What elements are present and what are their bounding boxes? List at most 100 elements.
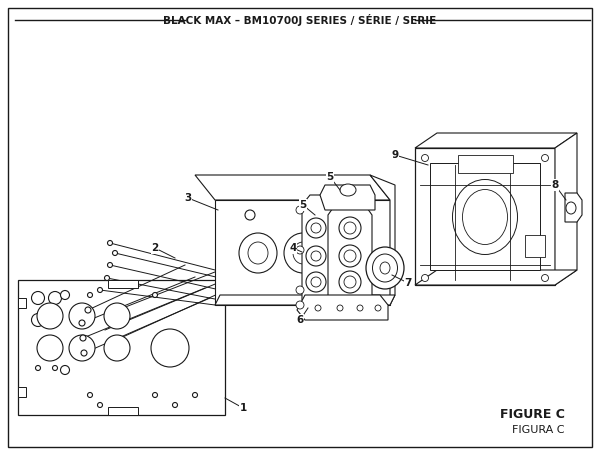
Ellipse shape bbox=[421, 155, 428, 162]
Polygon shape bbox=[18, 387, 26, 397]
Bar bbox=[525, 235, 545, 257]
Ellipse shape bbox=[375, 305, 381, 311]
Polygon shape bbox=[18, 298, 26, 308]
Ellipse shape bbox=[107, 241, 113, 246]
Ellipse shape bbox=[311, 223, 321, 233]
Text: BLACK MAX – BM10700J SERIES / SÉRIE / SERIE: BLACK MAX – BM10700J SERIES / SÉRIE / SE… bbox=[163, 14, 437, 26]
Ellipse shape bbox=[37, 303, 63, 329]
Polygon shape bbox=[415, 148, 555, 285]
Polygon shape bbox=[18, 280, 225, 415]
Polygon shape bbox=[215, 295, 395, 305]
Ellipse shape bbox=[340, 184, 356, 196]
Polygon shape bbox=[430, 163, 540, 270]
Ellipse shape bbox=[80, 335, 86, 341]
Ellipse shape bbox=[193, 393, 197, 398]
Ellipse shape bbox=[373, 254, 398, 282]
Ellipse shape bbox=[566, 202, 576, 214]
Ellipse shape bbox=[355, 210, 365, 220]
Ellipse shape bbox=[79, 320, 85, 326]
Ellipse shape bbox=[306, 246, 326, 266]
Ellipse shape bbox=[421, 274, 428, 282]
Text: 9: 9 bbox=[391, 150, 398, 160]
Ellipse shape bbox=[296, 246, 304, 254]
Text: 2: 2 bbox=[151, 243, 158, 253]
Ellipse shape bbox=[97, 288, 103, 293]
Ellipse shape bbox=[173, 403, 178, 408]
Ellipse shape bbox=[248, 242, 268, 264]
Polygon shape bbox=[565, 193, 582, 222]
Ellipse shape bbox=[239, 233, 277, 273]
Ellipse shape bbox=[104, 303, 130, 329]
Ellipse shape bbox=[69, 335, 95, 361]
Text: 3: 3 bbox=[184, 193, 191, 203]
Polygon shape bbox=[302, 195, 338, 308]
Polygon shape bbox=[195, 175, 390, 200]
Polygon shape bbox=[415, 133, 577, 148]
Ellipse shape bbox=[88, 393, 92, 398]
Ellipse shape bbox=[32, 313, 44, 327]
Polygon shape bbox=[297, 295, 388, 320]
Ellipse shape bbox=[542, 155, 548, 162]
Polygon shape bbox=[215, 200, 390, 305]
Ellipse shape bbox=[338, 242, 358, 264]
Ellipse shape bbox=[339, 217, 361, 239]
Text: 5: 5 bbox=[299, 200, 307, 210]
Ellipse shape bbox=[337, 305, 343, 311]
Ellipse shape bbox=[366, 247, 404, 289]
Ellipse shape bbox=[85, 307, 91, 313]
Ellipse shape bbox=[380, 262, 390, 274]
Ellipse shape bbox=[35, 365, 41, 370]
Text: 6: 6 bbox=[296, 315, 304, 325]
Ellipse shape bbox=[311, 277, 321, 287]
Text: 1: 1 bbox=[239, 403, 247, 413]
Ellipse shape bbox=[152, 293, 157, 298]
Text: 7: 7 bbox=[404, 278, 412, 288]
Ellipse shape bbox=[311, 251, 321, 261]
Text: FIGURE C: FIGURE C bbox=[500, 409, 565, 421]
Ellipse shape bbox=[49, 292, 62, 304]
Polygon shape bbox=[320, 185, 375, 210]
Text: FIGURA C: FIGURA C bbox=[512, 425, 565, 435]
Ellipse shape bbox=[245, 210, 255, 220]
Ellipse shape bbox=[61, 365, 70, 374]
Ellipse shape bbox=[344, 250, 356, 262]
Ellipse shape bbox=[32, 292, 44, 304]
Ellipse shape bbox=[296, 301, 304, 309]
Polygon shape bbox=[555, 133, 577, 285]
Ellipse shape bbox=[463, 189, 508, 244]
Text: 5: 5 bbox=[326, 172, 334, 182]
Ellipse shape bbox=[81, 350, 87, 356]
Ellipse shape bbox=[152, 393, 157, 398]
Ellipse shape bbox=[315, 305, 321, 311]
Text: 4: 4 bbox=[289, 243, 296, 253]
Ellipse shape bbox=[53, 365, 58, 370]
Ellipse shape bbox=[339, 245, 361, 267]
Bar bbox=[458, 155, 513, 173]
Ellipse shape bbox=[61, 290, 70, 299]
Ellipse shape bbox=[97, 403, 103, 408]
Ellipse shape bbox=[151, 329, 189, 367]
Ellipse shape bbox=[339, 271, 361, 293]
Ellipse shape bbox=[306, 272, 326, 292]
Polygon shape bbox=[415, 270, 577, 285]
Ellipse shape bbox=[344, 222, 356, 234]
Polygon shape bbox=[328, 205, 372, 305]
Ellipse shape bbox=[306, 218, 326, 238]
Ellipse shape bbox=[104, 335, 130, 361]
Ellipse shape bbox=[69, 303, 95, 329]
Ellipse shape bbox=[284, 233, 322, 273]
Ellipse shape bbox=[542, 274, 548, 282]
Ellipse shape bbox=[344, 276, 356, 288]
Ellipse shape bbox=[293, 242, 313, 264]
Ellipse shape bbox=[296, 286, 304, 294]
Polygon shape bbox=[370, 175, 395, 305]
Ellipse shape bbox=[37, 335, 63, 361]
Ellipse shape bbox=[296, 206, 304, 214]
Ellipse shape bbox=[329, 233, 367, 273]
Ellipse shape bbox=[113, 251, 118, 256]
Ellipse shape bbox=[357, 305, 363, 311]
Ellipse shape bbox=[452, 180, 517, 254]
Polygon shape bbox=[108, 407, 138, 415]
Ellipse shape bbox=[107, 263, 113, 268]
Ellipse shape bbox=[88, 293, 92, 298]
